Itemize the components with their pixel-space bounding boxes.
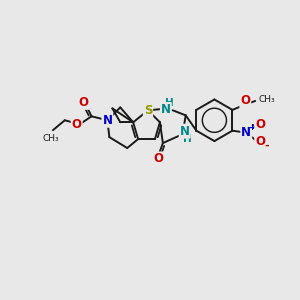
Text: O: O — [153, 152, 163, 165]
Text: +: + — [248, 123, 255, 132]
Text: H: H — [183, 134, 192, 144]
Text: O: O — [240, 94, 250, 107]
Text: N: N — [102, 114, 112, 127]
Text: O: O — [255, 118, 265, 131]
Text: CH₃: CH₃ — [258, 95, 275, 104]
Text: O: O — [255, 135, 265, 148]
Text: -: - — [265, 140, 269, 151]
Text: O: O — [79, 96, 88, 109]
Text: N: N — [241, 126, 251, 139]
Text: CH₃: CH₃ — [43, 134, 59, 143]
Text: H: H — [165, 98, 174, 108]
Text: N: N — [180, 125, 190, 138]
Text: O: O — [72, 118, 82, 131]
Text: N: N — [161, 103, 171, 116]
Text: S: S — [144, 104, 152, 117]
